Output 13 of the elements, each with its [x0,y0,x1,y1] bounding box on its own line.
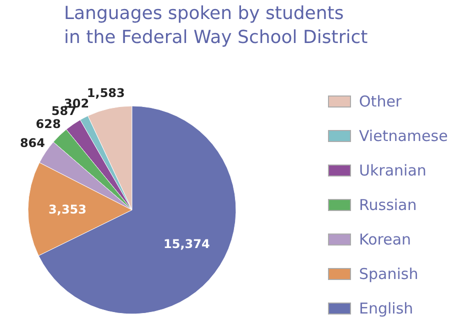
legend-label: Vietnamese [359,127,448,145]
legend-label: Ukranian [359,162,426,180]
legend-label: Other [359,92,402,110]
legend-label: Russian [359,196,417,214]
data-label: 628 [36,116,61,131]
chart-title: Languages spoken by students in the Federal Way School District [64,2,368,48]
legend-label: Korean [359,230,412,248]
data-label: 3,353 [48,202,87,216]
data-label: 15,374 [164,237,210,252]
data-label: 1,583 [86,86,125,100]
legend-label: Spanish [359,265,418,283]
legend-label: English [359,300,414,318]
data-label: 864 [20,136,46,150]
